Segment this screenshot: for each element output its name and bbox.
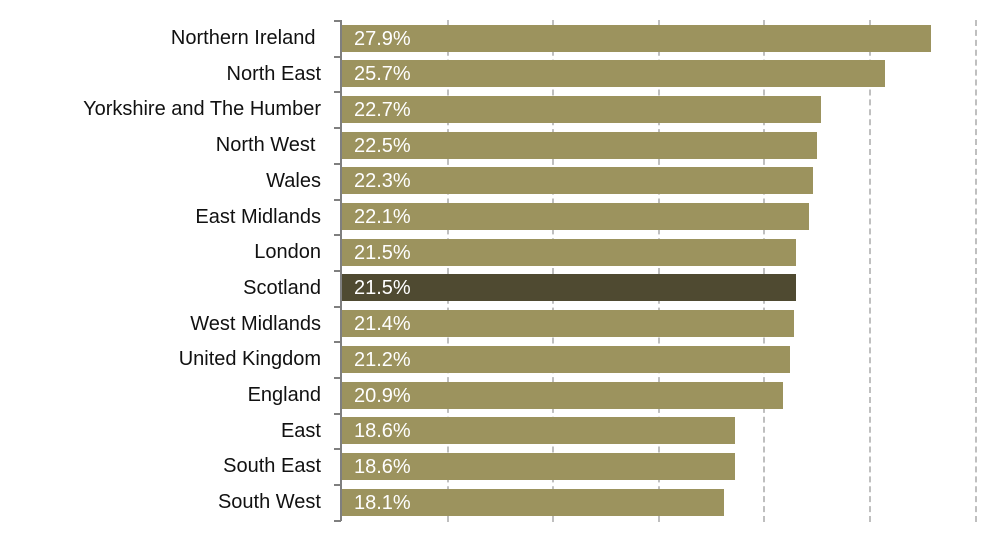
data-label: 27.9% bbox=[354, 27, 411, 50]
y-axis-tick bbox=[334, 341, 341, 344]
y-axis-tick bbox=[334, 127, 341, 130]
bar: 27.9% bbox=[342, 24, 932, 52]
bar: 18.6% bbox=[342, 417, 735, 445]
y-axis-tick bbox=[334, 269, 341, 272]
bar: 21.2% bbox=[342, 345, 790, 373]
data-label: 20.9% bbox=[354, 384, 411, 407]
data-label: 18.6% bbox=[354, 455, 411, 478]
category-label: South East bbox=[223, 455, 321, 478]
gridline bbox=[763, 20, 766, 522]
gridline bbox=[552, 20, 555, 522]
gridline bbox=[446, 20, 449, 522]
bar: 22.3% bbox=[342, 167, 813, 195]
bar: 18.6% bbox=[342, 452, 735, 480]
gridline bbox=[974, 20, 977, 522]
bar: 21.5% bbox=[342, 238, 797, 266]
bar: 22.5% bbox=[342, 131, 818, 159]
category-label: England bbox=[247, 384, 321, 406]
bar: 22.1% bbox=[342, 203, 809, 230]
category-label: North East bbox=[226, 62, 321, 85]
category-label: North West bbox=[215, 134, 321, 157]
y-axis-tick bbox=[334, 234, 341, 237]
y-axis-tick bbox=[334, 448, 341, 451]
data-label: 22.3% bbox=[354, 170, 411, 193]
y-axis-tick bbox=[334, 20, 341, 22]
data-label: 18.1% bbox=[354, 491, 411, 514]
y-axis-tick bbox=[334, 305, 341, 308]
y-axis-tick bbox=[334, 91, 341, 94]
data-label: 21.5% bbox=[354, 277, 411, 300]
category-label: East Midlands bbox=[195, 205, 321, 228]
bar: 20.9% bbox=[342, 381, 784, 409]
bar: 18.1% bbox=[342, 488, 725, 516]
y-axis-tick bbox=[334, 162, 341, 165]
bar: 21.5% bbox=[342, 274, 797, 302]
category-label: East bbox=[280, 419, 321, 442]
data-label: 21.4% bbox=[354, 313, 411, 336]
category-label: London bbox=[254, 241, 321, 264]
category-label: United Kingdom bbox=[178, 348, 321, 371]
data-label: 18.6% bbox=[354, 420, 411, 443]
data-label: 22.5% bbox=[354, 134, 411, 157]
bar: 21.4% bbox=[342, 310, 794, 338]
category-label: Scotland bbox=[243, 276, 321, 299]
category-label: Wales bbox=[266, 169, 321, 192]
data-label: 25.7% bbox=[354, 63, 411, 86]
category-label: Northern Ireland bbox=[170, 27, 321, 49]
data-label: 22.1% bbox=[354, 206, 411, 228]
y-axis-tick bbox=[334, 198, 341, 201]
gridline bbox=[869, 20, 871, 522]
y-axis-tick bbox=[334, 412, 341, 415]
data-label: 21.5% bbox=[354, 241, 411, 264]
data-label: 21.2% bbox=[354, 348, 411, 371]
bar: 25.7% bbox=[342, 60, 885, 88]
bar: 22.7% bbox=[342, 95, 822, 123]
gridline bbox=[657, 20, 660, 522]
y-axis-tick bbox=[334, 484, 341, 487]
category-label: South West bbox=[217, 491, 321, 514]
y-axis-tick bbox=[334, 377, 341, 379]
y-axis-tick bbox=[334, 55, 341, 58]
y-axis bbox=[340, 20, 342, 521]
category-label: Yorkshire and The Humber bbox=[83, 98, 321, 121]
category-label: West Midlands bbox=[190, 312, 321, 335]
y-axis-tick bbox=[334, 519, 341, 522]
data-label: 22.7% bbox=[354, 98, 411, 121]
